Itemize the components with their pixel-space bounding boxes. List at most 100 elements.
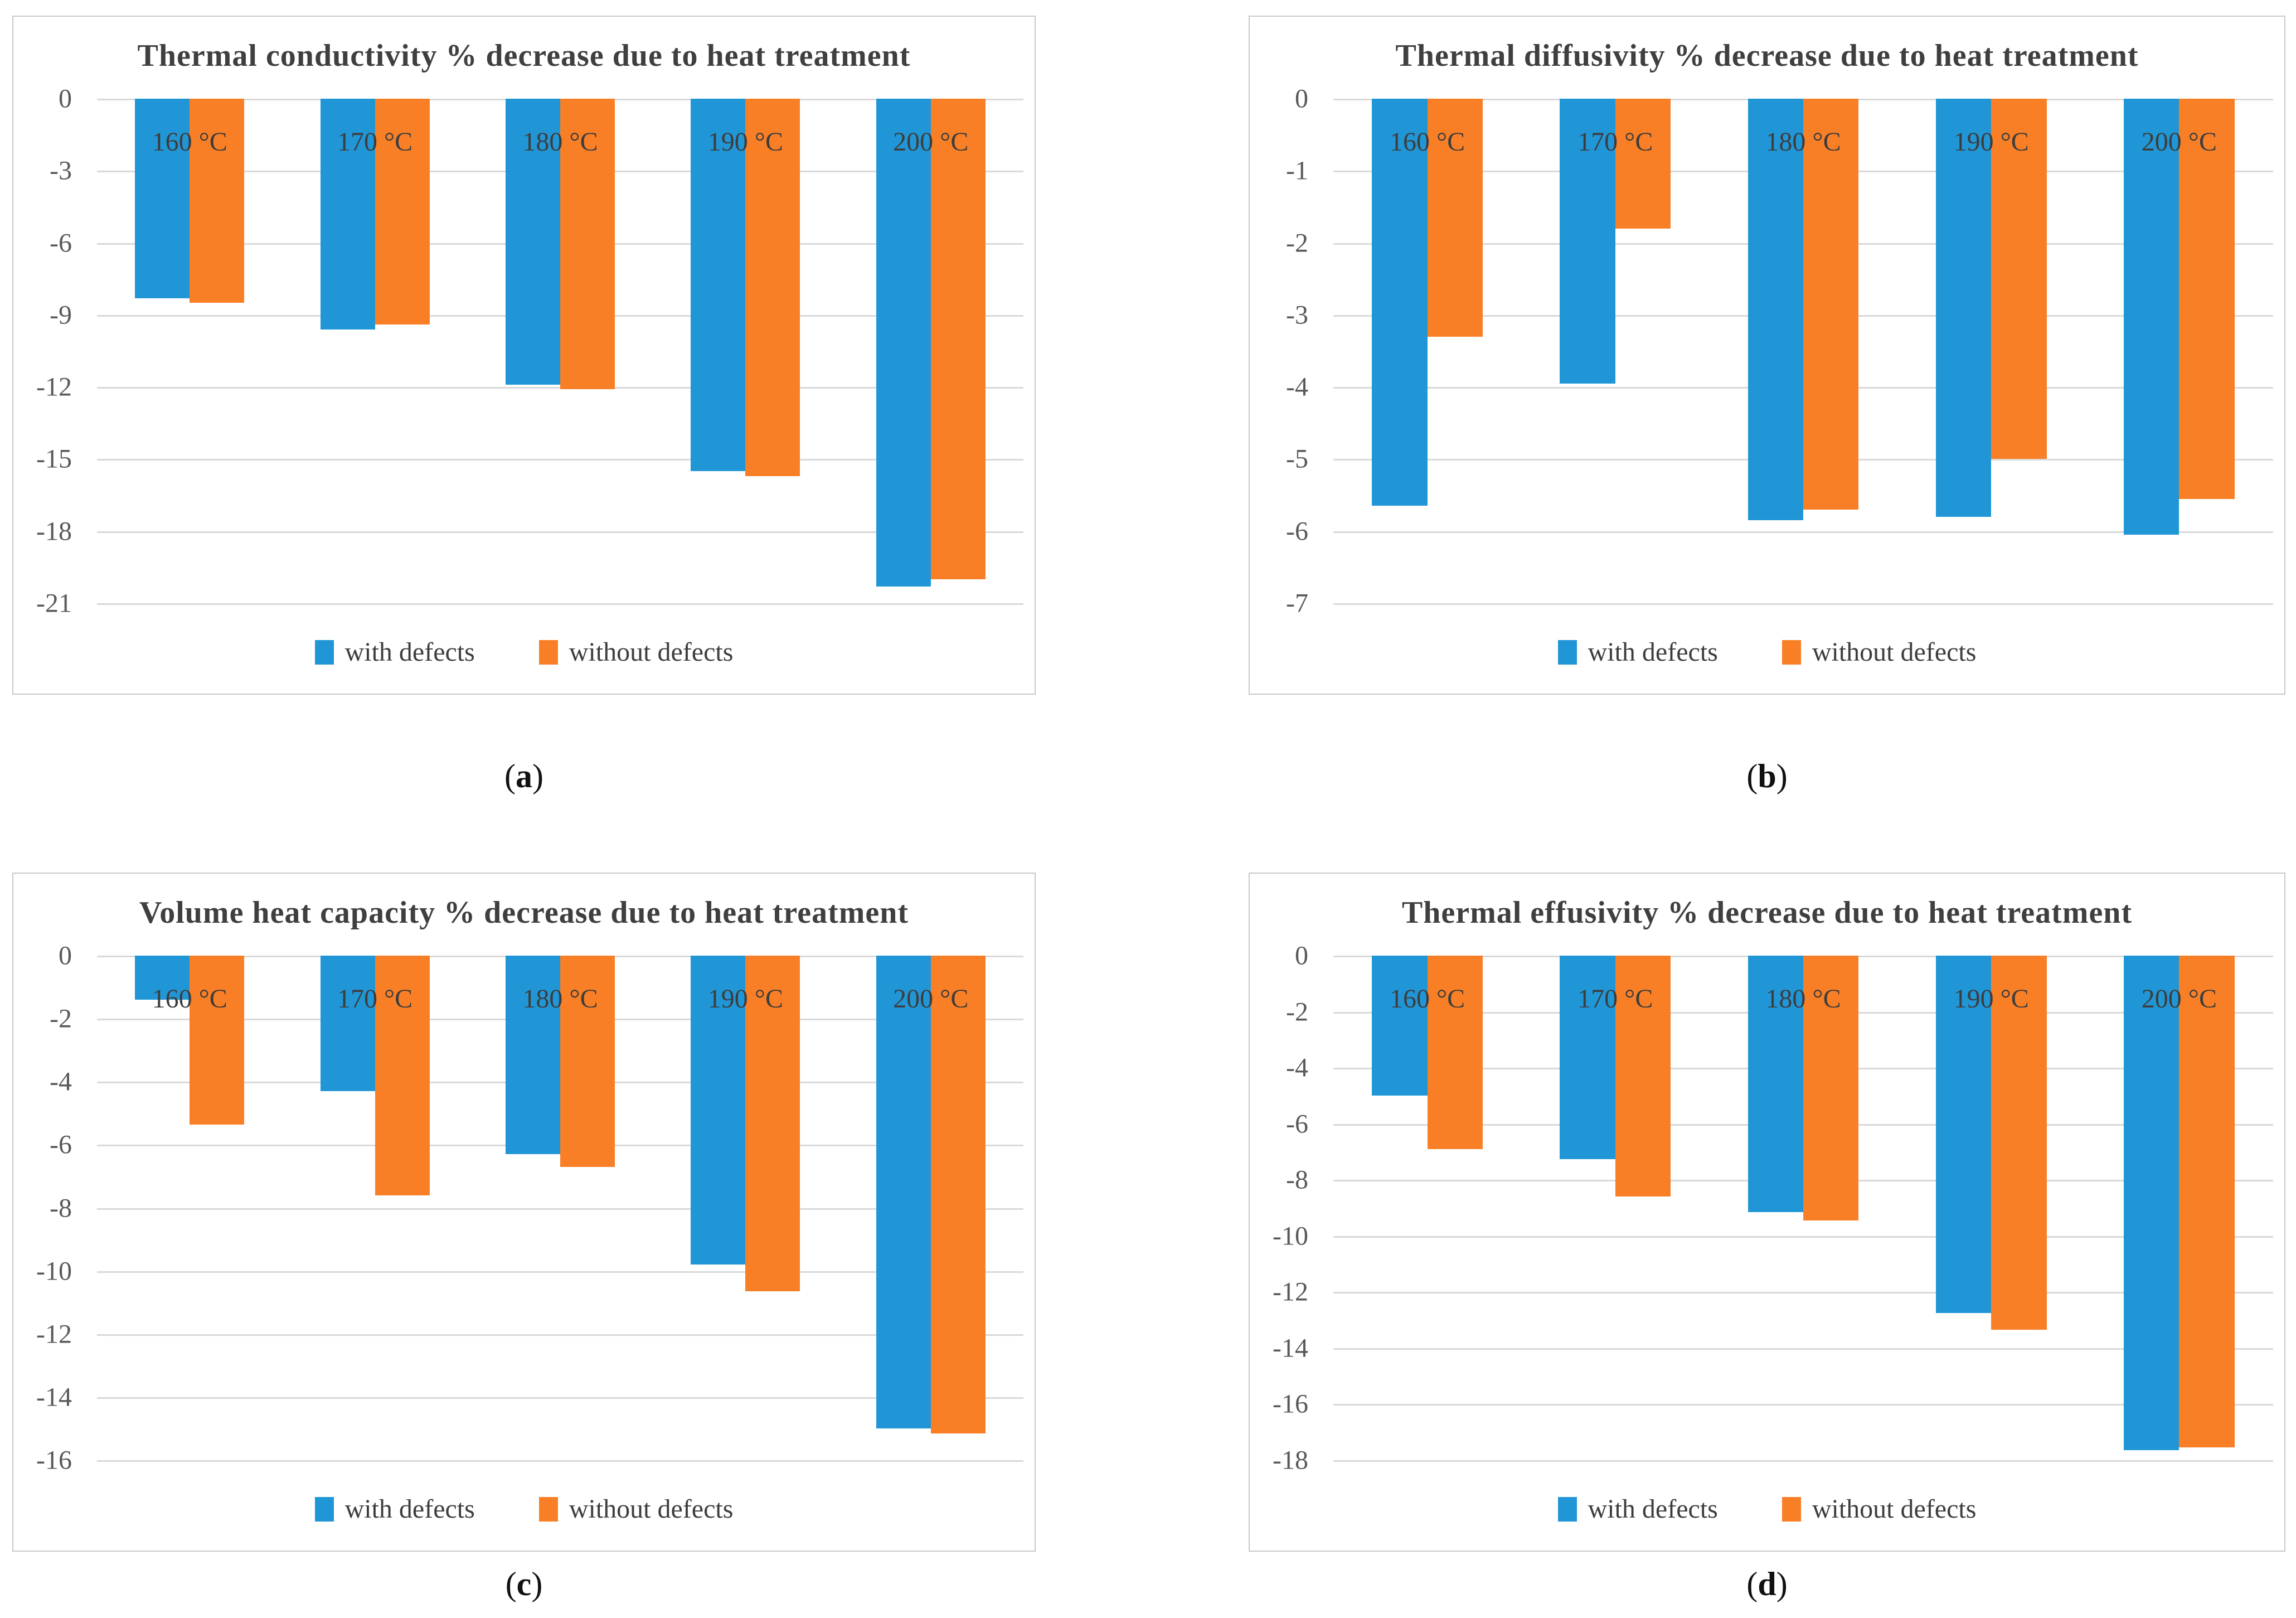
category-label: 200 °C bbox=[893, 127, 969, 157]
figure-a: Thermal conductivity % decrease due to h… bbox=[12, 16, 1036, 858]
category-label: 160 °C bbox=[152, 127, 227, 157]
caption-letter: c bbox=[516, 1565, 532, 1602]
legend-item-without-defects: without defects bbox=[538, 1494, 733, 1524]
bar-without-defects bbox=[930, 956, 986, 1433]
legend-marker-without-defects bbox=[538, 1496, 558, 1522]
y-tick-label: -4 bbox=[1286, 1053, 1308, 1083]
legend-marker-without-defects bbox=[1782, 640, 1801, 665]
bar-without-defects bbox=[190, 99, 245, 303]
caption-paren: ) bbox=[1776, 1565, 1788, 1602]
legend-label: without defects bbox=[1812, 637, 1977, 667]
chart-title: Thermal conductivity % decrease due to h… bbox=[137, 38, 911, 73]
category-label: 190 °C bbox=[707, 984, 783, 1014]
gridline bbox=[97, 1271, 1023, 1273]
bar-with-defects bbox=[1935, 956, 1992, 1314]
category-label: 160 °C bbox=[152, 984, 227, 1014]
bar-without-defects bbox=[2179, 956, 2235, 1448]
bar-without-defects bbox=[1991, 99, 2047, 459]
category-label: 170 °C bbox=[337, 127, 413, 157]
gridline bbox=[97, 1208, 1023, 1210]
y-tick-label: -4 bbox=[1286, 372, 1308, 402]
legend-label: with defects bbox=[1588, 1494, 1718, 1524]
bar-without-defects bbox=[930, 99, 986, 579]
bar-with-defects bbox=[505, 956, 560, 1155]
bar-with-defects bbox=[320, 99, 375, 330]
gridline bbox=[1333, 1348, 2273, 1350]
category-label: 190 °C bbox=[1953, 984, 2029, 1014]
bar-with-defects bbox=[1560, 956, 1615, 1159]
gridline bbox=[97, 603, 1023, 605]
bar-without-defects bbox=[375, 956, 430, 1195]
y-tick-label: 0 bbox=[1295, 84, 1308, 114]
legend-item-with-defects: with defects bbox=[314, 637, 475, 667]
category-label: 200 °C bbox=[2141, 127, 2217, 157]
category-label: 190 °C bbox=[707, 127, 783, 157]
y-tick-label: -2 bbox=[1286, 228, 1308, 258]
caption-paren: ) bbox=[1776, 757, 1788, 795]
y-tick-label: -3 bbox=[50, 156, 72, 186]
category-label: 170 °C bbox=[337, 984, 413, 1014]
y-tick-label: -2 bbox=[50, 1004, 72, 1034]
caption-paren: ) bbox=[531, 1565, 543, 1602]
legend-marker-with-defects bbox=[314, 640, 334, 665]
y-tick-label: -18 bbox=[36, 516, 72, 546]
bar-with-defects bbox=[1935, 99, 1992, 517]
gridline bbox=[1333, 531, 2273, 533]
legend-marker-without-defects bbox=[1782, 1496, 1801, 1522]
legend: with defects without defects bbox=[1250, 637, 2284, 667]
y-tick-label: -6 bbox=[50, 1130, 72, 1160]
plot-area: 0 -3 -6 -9 -12 -15 -18 -21 160 °C 170 °C 180 °C 190… bbox=[36, 84, 1023, 618]
chart-panel-thermal-conductivity: Thermal conductivity % decrease due to h… bbox=[12, 16, 1036, 695]
figure-b: Thermal diffusivity % decrease due to he… bbox=[1249, 16, 2285, 858]
chart-panel-volume-heat-capacity: Volume heat capacity % decrease due to h… bbox=[12, 873, 1036, 1552]
chart-title: Thermal effusivity % decrease due to hea… bbox=[1401, 895, 2133, 930]
y-tick-label: -6 bbox=[1286, 516, 1308, 546]
bar-without-defects bbox=[1615, 956, 1671, 1197]
plot-area: 0 -2 -4 -6 -8 -10 -12 -14 -16 -18 160 °C 170 °C 180 … bbox=[1273, 941, 2273, 1475]
bar-with-defects bbox=[1748, 956, 1803, 1213]
gridline bbox=[1333, 1404, 2273, 1406]
bar-without-defects bbox=[1615, 99, 1671, 229]
legend-label: with defects bbox=[344, 637, 475, 667]
y-tick-label: -12 bbox=[36, 1319, 72, 1349]
bar-without-defects bbox=[1427, 99, 1483, 337]
category-label: 200 °C bbox=[893, 984, 969, 1014]
category-label: 200 °C bbox=[2141, 984, 2217, 1014]
category-label: 180 °C bbox=[522, 127, 598, 157]
y-tick-label: -9 bbox=[50, 300, 72, 330]
legend-label: with defects bbox=[344, 1494, 475, 1524]
bar-without-defects bbox=[1427, 956, 1483, 1149]
bar-without-defects bbox=[1803, 956, 1859, 1221]
y-tick-label: -6 bbox=[1286, 1109, 1308, 1139]
legend-item-with-defects: with defects bbox=[314, 1494, 475, 1524]
gridline bbox=[1333, 1292, 2273, 1294]
bar-with-defects bbox=[1748, 99, 1803, 521]
bar-without-defects bbox=[560, 956, 615, 1167]
legend-item-without-defects: without defects bbox=[1782, 1494, 1977, 1524]
chart-panel-thermal-diffusivity: Thermal diffusivity % decrease due to he… bbox=[1249, 16, 2285, 695]
figure-caption: (b) bbox=[1249, 695, 2285, 858]
y-tick-label: -14 bbox=[36, 1382, 72, 1412]
gridline bbox=[97, 459, 1023, 461]
caption-letter: d bbox=[1758, 1565, 1776, 1602]
y-tick-label: -6 bbox=[50, 228, 72, 258]
chart-title: Thermal diffusivity % decrease due to he… bbox=[1395, 38, 2139, 73]
caption-letter: b bbox=[1758, 757, 1776, 795]
bar-without-defects bbox=[1803, 99, 1859, 510]
y-tick-label: -5 bbox=[1286, 444, 1308, 474]
bar-without-defects bbox=[190, 956, 245, 1125]
bar-without-defects bbox=[2179, 99, 2235, 499]
category-label: 170 °C bbox=[1577, 127, 1653, 157]
y-tick-label: -7 bbox=[1286, 588, 1308, 618]
caption-paren: ) bbox=[532, 757, 543, 795]
bar-without-defects bbox=[560, 99, 615, 390]
y-tick-label: -15 bbox=[36, 444, 72, 474]
plot-area: 0 -1 -2 -3 -4 -5 -6 -7 160 °C 170 °C 180 °C 190 °C 2… bbox=[1286, 84, 2273, 618]
y-tick-label: -1 bbox=[1286, 156, 1308, 186]
y-tick-label: -16 bbox=[1273, 1389, 1308, 1419]
legend-label: without defects bbox=[1812, 1494, 1977, 1524]
y-tick-label: -21 bbox=[36, 588, 72, 618]
legend-item-without-defects: without defects bbox=[1782, 637, 1977, 667]
y-tick-label: -14 bbox=[1273, 1333, 1308, 1363]
